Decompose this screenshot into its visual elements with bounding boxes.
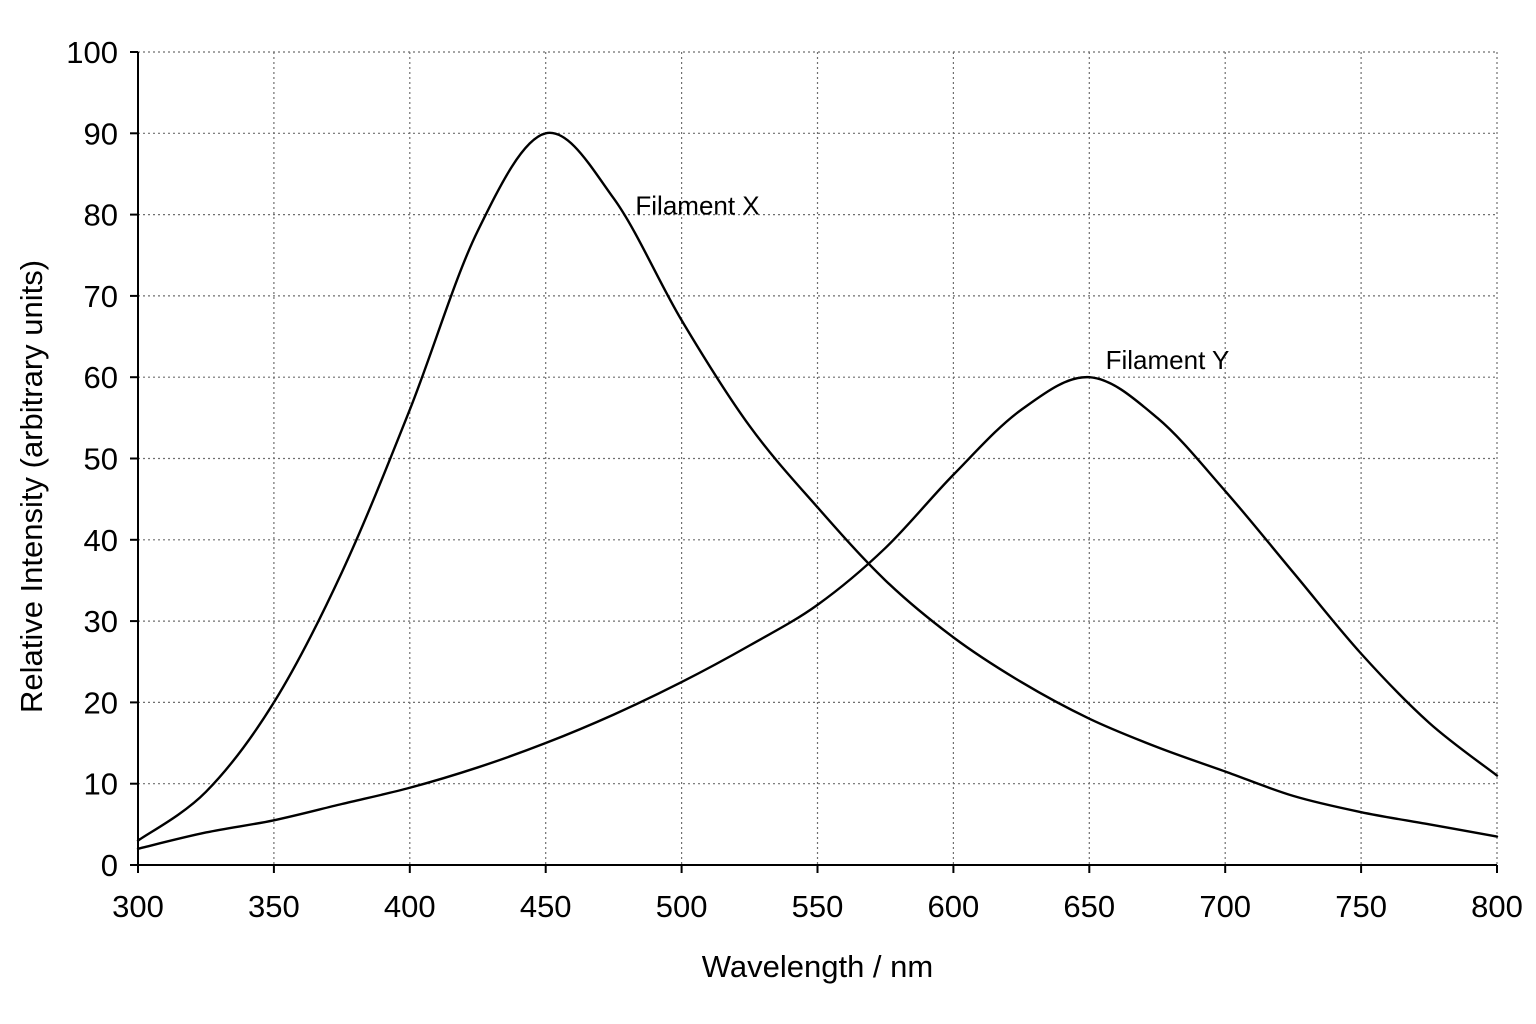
y-tick-label: 10: [84, 767, 118, 802]
y-tick-label: 100: [66, 35, 118, 70]
x-tick-label: 600: [928, 889, 980, 924]
filament-y-label: Filament Y: [1106, 345, 1230, 375]
x-tick-label: 350: [248, 889, 300, 924]
y-axis-title: Relative Intensity (arbitrary units): [14, 260, 49, 713]
y-tick-label: 90: [84, 116, 118, 151]
x-tick-label: 450: [520, 889, 572, 924]
x-tick-label: 550: [792, 889, 844, 924]
x-tick-label: 800: [1471, 889, 1523, 924]
y-tick-label: 50: [84, 442, 118, 477]
y-tick-label: 60: [84, 360, 118, 395]
gridlines: [138, 51, 1498, 865]
y-tick-label: 20: [84, 685, 118, 720]
x-tick-label: 650: [1063, 889, 1115, 924]
filament-x-label: Filament X: [635, 191, 759, 221]
x-tick-label: 400: [384, 889, 436, 924]
x-tick-label: 500: [656, 889, 708, 924]
y-tick-label: 30: [84, 604, 118, 639]
y-tick-label: 70: [84, 279, 118, 314]
y-tick-label: 80: [84, 198, 118, 233]
y-tick-label: 40: [84, 523, 118, 558]
series: [136, 131, 1499, 850]
ticks: 300 350 400 450 500 550 600 650 700 750 800 0 10 20 30…: [66, 35, 1523, 924]
x-axis-title: Wavelength / nm: [702, 949, 933, 984]
x-tick-label: 700: [1199, 889, 1251, 924]
x-tick-label: 300: [112, 889, 164, 924]
filament-y-line: [136, 375, 1499, 850]
series-labels: Filament X Filament Y: [635, 191, 1229, 375]
x-tick-label: 750: [1335, 889, 1387, 924]
y-tick-label: 0: [101, 848, 118, 883]
filament-x-line: [136, 131, 1499, 842]
